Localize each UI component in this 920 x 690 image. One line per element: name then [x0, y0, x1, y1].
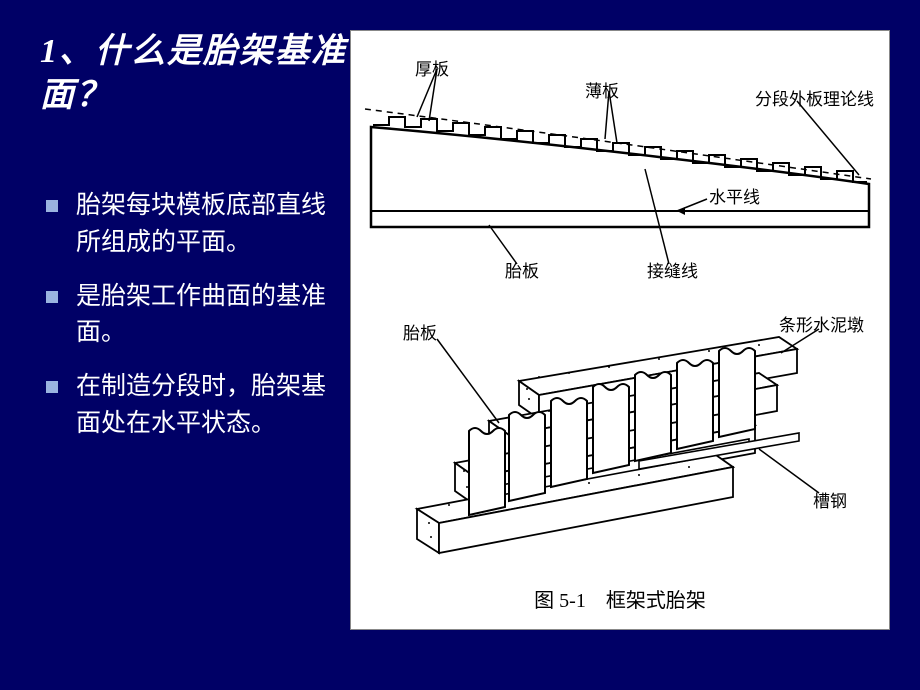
- diagram-container: 厚板 薄板 分段外板理论线 水平线 胎板 接缝线: [350, 30, 890, 630]
- bullet-icon: [46, 291, 58, 303]
- bullet-text: 胎架每块模板底部直线所组成的平面。: [76, 188, 350, 261]
- left-column: 1、什么是胎架基准面？ 胎架每块模板底部直线所组成的平面。 是胎架工作曲面的基准…: [40, 30, 350, 660]
- diagram-caption: 图 5-1 框架式胎架: [351, 584, 889, 613]
- slide: 1、什么是胎架基准面？ 胎架每块模板底部直线所组成的平面。 是胎架工作曲面的基准…: [0, 0, 920, 690]
- label-taiban-bottom: 胎板: [403, 319, 437, 344]
- label-shuiping: 水平线: [709, 183, 760, 208]
- slide-title: 1、什么是胎架基准面？: [40, 30, 350, 118]
- label-taiban-top: 胎板: [505, 257, 539, 282]
- bullet-list: 胎架每块模板底部直线所组成的平面。 是胎架工作曲面的基准面。 在制造分段时，胎架…: [40, 188, 350, 442]
- label-fenduan: 分段外板理论线: [755, 85, 874, 110]
- bottom-diagram: 胎板 条形水泥墩 槽钢: [359, 301, 881, 581]
- list-item: 胎架每块模板底部直线所组成的平面。: [46, 188, 350, 261]
- label-boban: 薄板: [585, 77, 619, 102]
- bullet-text: 是胎架工作曲面的基准面。: [76, 279, 350, 352]
- top-diagram: 厚板 薄板 分段外板理论线 水平线 胎板 接缝线: [359, 39, 881, 299]
- bullet-icon: [46, 381, 58, 393]
- bottom-diagram-svg: [359, 301, 883, 581]
- label-caogang: 槽钢: [813, 487, 847, 512]
- bullet-icon: [46, 200, 58, 212]
- list-item: 在制造分段时，胎架基面处在水平状态。: [46, 369, 350, 442]
- list-item: 是胎架工作曲面的基准面。: [46, 279, 350, 352]
- label-tiaoxing: 条形水泥墩: [779, 311, 864, 336]
- label-houban: 厚板: [415, 55, 449, 80]
- label-jiefeng: 接缝线: [647, 257, 698, 282]
- bullet-text: 在制造分段时，胎架基面处在水平状态。: [76, 369, 350, 442]
- right-column: 厚板 薄板 分段外板理论线 水平线 胎板 接缝线: [350, 30, 890, 660]
